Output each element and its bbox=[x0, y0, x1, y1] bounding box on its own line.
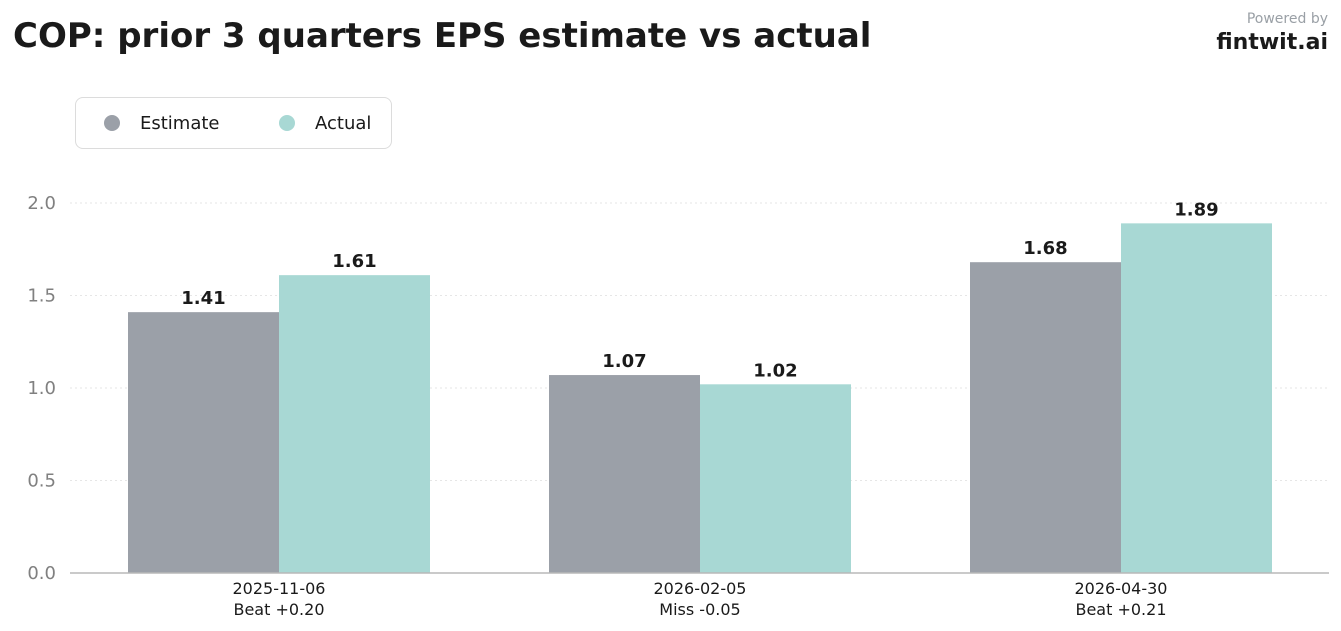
legend-item-actual: Actual bbox=[279, 98, 371, 148]
data-label: 1.61 bbox=[332, 251, 376, 272]
bar-estimate bbox=[970, 262, 1121, 573]
x-tick-sublabel: Beat +0.21 bbox=[1075, 600, 1166, 619]
x-tick-label: 2026-04-30 bbox=[1075, 579, 1168, 598]
y-tick-label: 0.0 bbox=[27, 563, 56, 584]
legend-swatch-estimate bbox=[104, 115, 120, 131]
data-label: 1.07 bbox=[602, 351, 646, 372]
x-tick-sublabel: Miss -0.05 bbox=[659, 600, 740, 619]
chart-legend: Estimate Actual bbox=[75, 97, 392, 149]
x-tick-sublabel: Beat +0.20 bbox=[233, 600, 324, 619]
brand-attribution: Powered by fintwit.ai bbox=[1216, 10, 1328, 58]
bar-actual bbox=[700, 384, 851, 573]
legend-swatch-actual bbox=[279, 115, 295, 131]
legend-label-estimate: Estimate bbox=[140, 112, 220, 134]
bar-actual bbox=[279, 275, 430, 573]
legend-label-actual: Actual bbox=[315, 112, 372, 134]
data-label: 1.89 bbox=[1174, 199, 1218, 220]
bar-estimate bbox=[128, 312, 279, 573]
y-tick-label: 2.0 bbox=[27, 193, 56, 214]
y-tick-label: 1.5 bbox=[27, 286, 56, 307]
bar-estimate bbox=[549, 375, 700, 573]
y-tick-label: 0.5 bbox=[27, 471, 56, 492]
legend-item-estimate: Estimate bbox=[104, 98, 220, 148]
chart-title: COP: prior 3 quarters EPS estimate vs ac… bbox=[13, 16, 872, 56]
brand-name: fintwit.ai bbox=[1216, 30, 1328, 55]
data-label: 1.68 bbox=[1023, 238, 1067, 259]
data-label: 1.02 bbox=[753, 360, 797, 381]
y-tick-label: 1.0 bbox=[27, 378, 56, 399]
bar-actual bbox=[1121, 223, 1272, 573]
data-label: 1.41 bbox=[181, 288, 225, 309]
powered-by-text: Powered by bbox=[1246, 11, 1328, 27]
x-tick-label: 2025-11-06 bbox=[233, 579, 326, 598]
x-tick-label: 2026-02-05 bbox=[654, 579, 747, 598]
